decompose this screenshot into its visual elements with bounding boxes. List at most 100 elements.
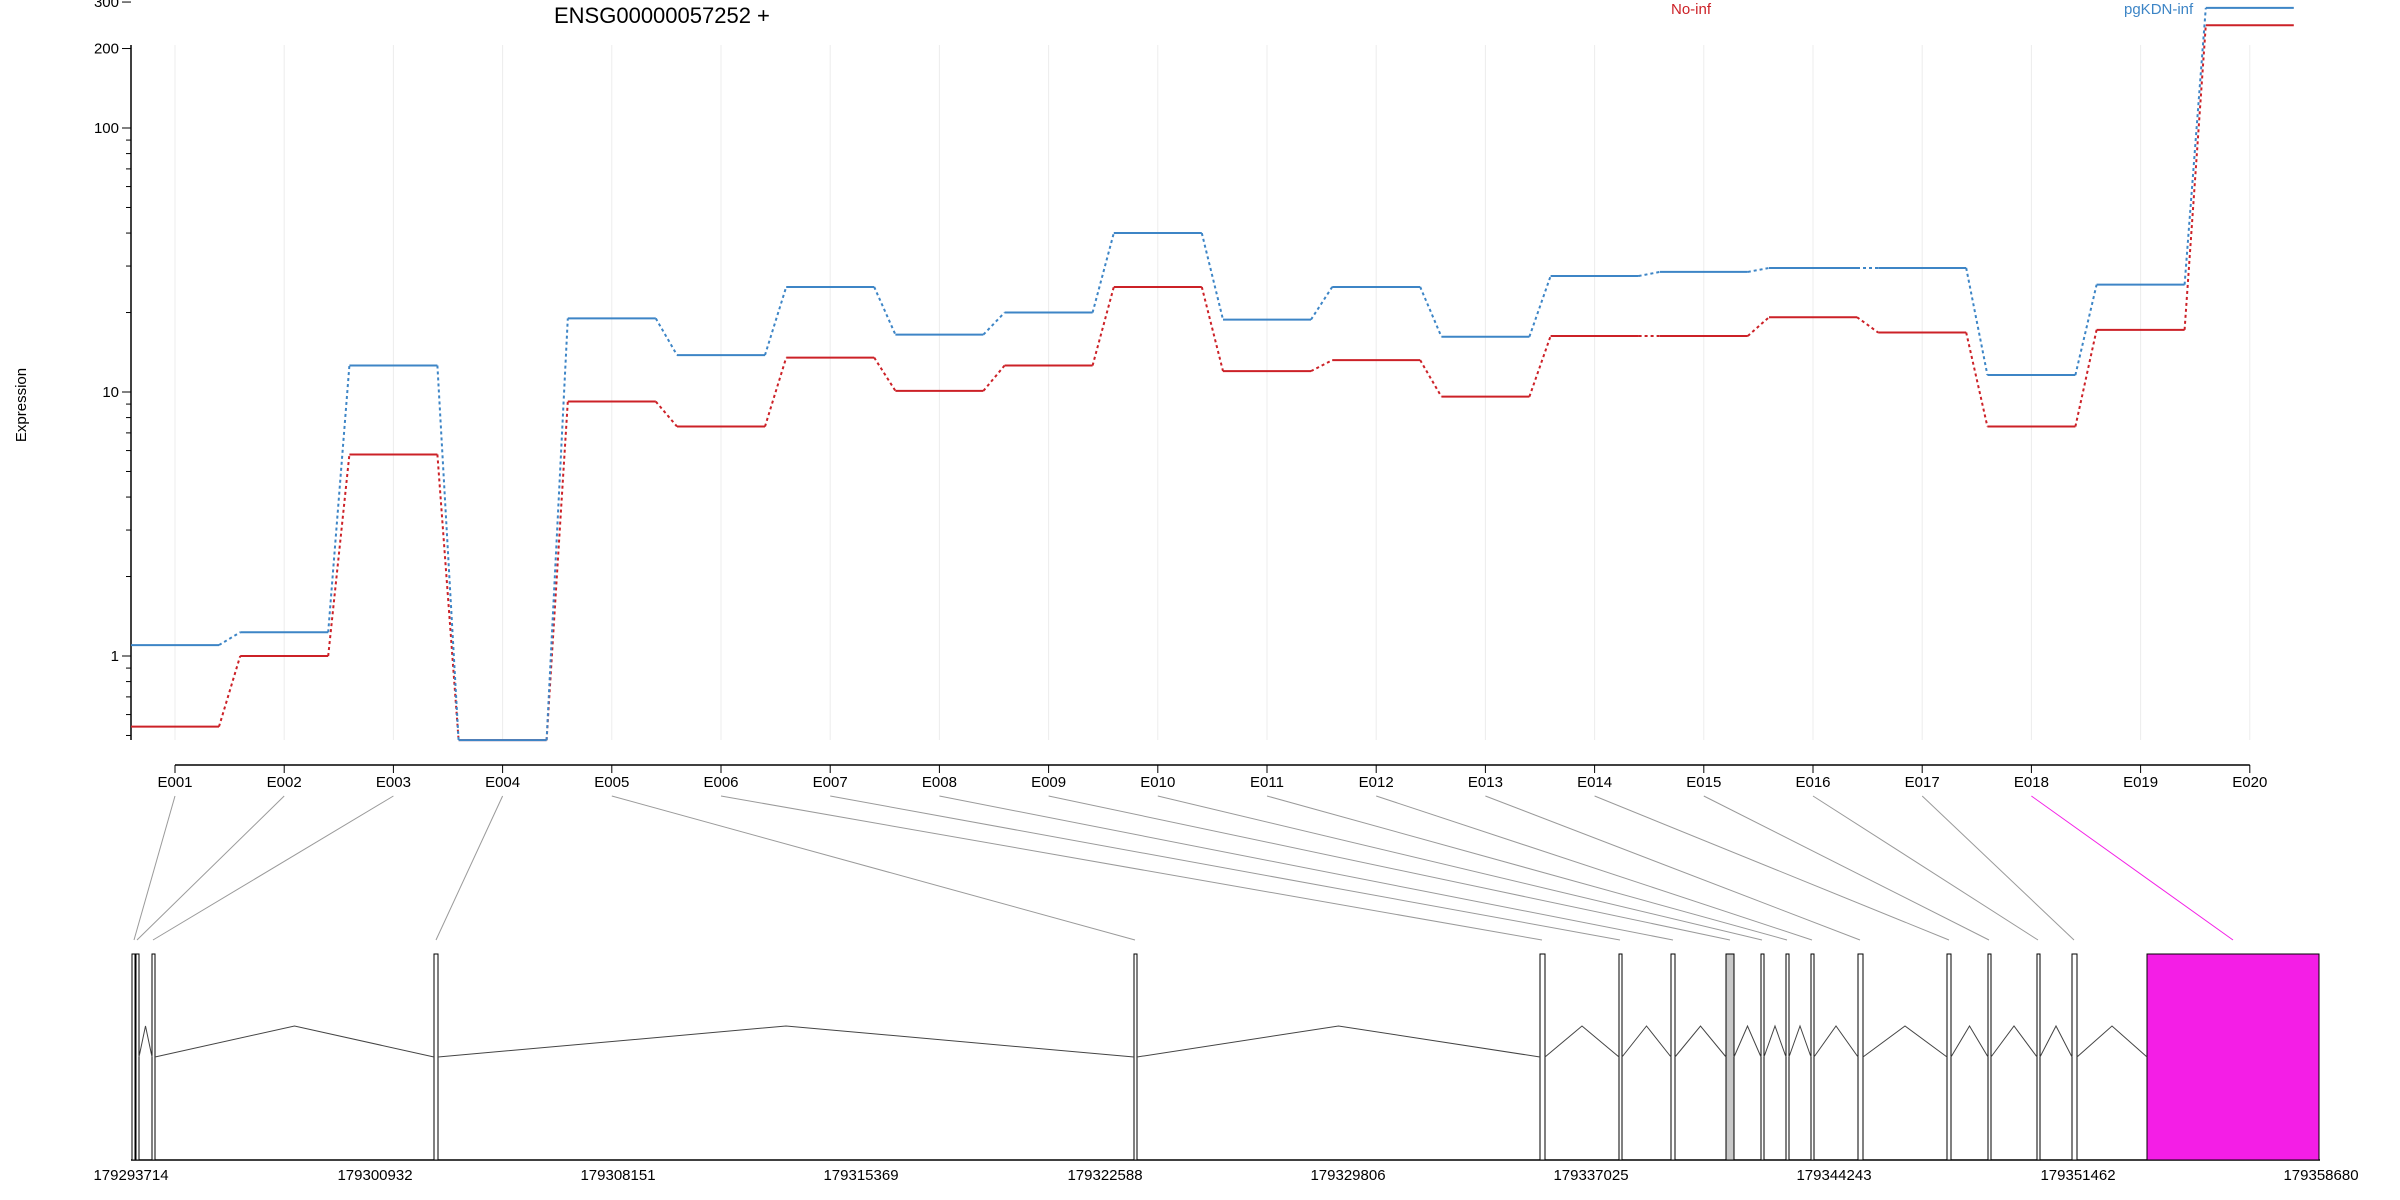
series-connector [764, 286, 788, 356]
series-connector [1965, 267, 1989, 376]
series-connector [1638, 270, 1660, 277]
series-connector [655, 400, 678, 428]
series-connector [1091, 286, 1115, 366]
exon-connector [1921, 795, 2075, 941]
exon-block [433, 953, 439, 1161]
y-tick-label: 1 [111, 648, 119, 665]
intron-line [1763, 1024, 1787, 1058]
genome-coordinate-label: 179315369 [823, 1167, 898, 1184]
y-axis-label: Expression [13, 368, 30, 442]
series-connector [1528, 335, 1552, 398]
exon-connector [939, 795, 1674, 941]
x-tick-label: E006 [703, 774, 738, 791]
series-connector [654, 317, 678, 356]
series-connector [436, 365, 460, 741]
highlight-connector [2031, 795, 2234, 941]
series-connector [1419, 286, 1443, 338]
x-tick-label: E017 [1905, 774, 1940, 791]
x-tick-label: E013 [1468, 774, 1503, 791]
series-no-inf [131, 24, 2294, 742]
series-connector [1310, 286, 1334, 321]
exon-block [151, 953, 156, 1161]
series-connector [873, 357, 897, 392]
y-tick-label: 100 [94, 120, 119, 137]
series-connector [764, 357, 788, 427]
series-connector [873, 286, 897, 335]
exon-block [1133, 953, 1138, 1161]
intron-line [1788, 1024, 1812, 1058]
exon-connector [1376, 795, 1813, 941]
exon-block [1857, 953, 1864, 1161]
x-tick-label: E012 [1359, 774, 1394, 791]
x-tick-label: E020 [2232, 774, 2267, 791]
exon-block [1618, 953, 1623, 1161]
series-connector [1310, 359, 1333, 372]
exon-connector [435, 795, 504, 941]
genome-coordinate-label: 179329806 [1310, 1167, 1385, 1184]
exon-block [1539, 953, 1546, 1161]
series-connector [982, 311, 1006, 336]
x-axis: E001 E002 E003 E004 E005 E006 E007 E008 E009 E010… [157, 764, 2267, 791]
exon-connector [1594, 795, 1950, 941]
exon-block [2036, 953, 2041, 1161]
series-connector [1419, 359, 1443, 398]
genome-coordinate-label: 179300932 [337, 1167, 412, 1184]
exon-block [1725, 953, 1735, 1161]
series-connector [327, 454, 351, 657]
series-pgkdn-inf [131, 6, 2294, 742]
exon-block [2071, 953, 2078, 1161]
x-tick-label: E005 [594, 774, 629, 791]
intron-line [2076, 1025, 2148, 1058]
series-connector [1965, 332, 1989, 427]
exon-block [131, 953, 136, 1161]
exon-block [1760, 953, 1765, 1161]
exon-connector [830, 795, 1621, 941]
intron-line [1862, 1025, 1948, 1058]
x-tick-label: E018 [2014, 774, 2049, 791]
intron-line [1621, 1025, 1672, 1058]
intron-line [1136, 1025, 1541, 1058]
series-connector [1747, 316, 1770, 337]
legend-no-inf: No-inf [1671, 1, 1712, 18]
series-connector [327, 365, 351, 633]
grid-lines [174, 45, 2251, 740]
gene-model: 179293714 179300932 179308151 179315369 1793… [93, 953, 2359, 1184]
exon-connector [136, 795, 285, 941]
exon-block [2146, 953, 2320, 1161]
intron-line [1950, 1025, 1989, 1058]
series-connector [1200, 286, 1224, 372]
x-tick-label: E003 [376, 774, 411, 791]
series-connector [2074, 284, 2098, 376]
intron-line [1733, 1024, 1762, 1058]
exon-connector [611, 795, 1136, 941]
y-tick-label: 10 [102, 384, 119, 401]
series-connector [2183, 25, 2207, 330]
exon-connectors [133, 795, 2234, 941]
x-tick-label: E014 [1577, 774, 1612, 791]
exon-block [135, 953, 140, 1161]
x-tick-label: E007 [813, 774, 848, 791]
intron-line [1813, 1025, 1859, 1058]
genome-coordinate-label: 179293714 [93, 1167, 168, 1184]
series-connector [982, 364, 1006, 392]
exon-block [1670, 953, 1676, 1161]
x-tick-label: E009 [1031, 774, 1066, 791]
genome-coordinate-label: 179322588 [1067, 1167, 1142, 1184]
series-connector [218, 631, 241, 646]
exon-connector [1703, 795, 1990, 941]
intron-line [1674, 1025, 1727, 1058]
intron-line [2039, 1024, 2073, 1058]
x-tick-label: E008 [922, 774, 957, 791]
legend-pgkdn-inf: pgKDN-inf [2124, 1, 2194, 18]
x-tick-label: E010 [1140, 774, 1175, 791]
series-connector [1091, 232, 1115, 313]
intron-line [138, 1025, 153, 1058]
series-connector [1528, 275, 1552, 338]
series-connector [2183, 7, 2207, 285]
x-tick-label: E019 [2123, 774, 2158, 791]
exon-connector [720, 795, 1543, 941]
genome-coordinate-label: 179351462 [2040, 1167, 2115, 1184]
x-tick-label: E001 [157, 774, 192, 791]
genome-coordinate-label: 179358680 [2283, 1167, 2358, 1184]
